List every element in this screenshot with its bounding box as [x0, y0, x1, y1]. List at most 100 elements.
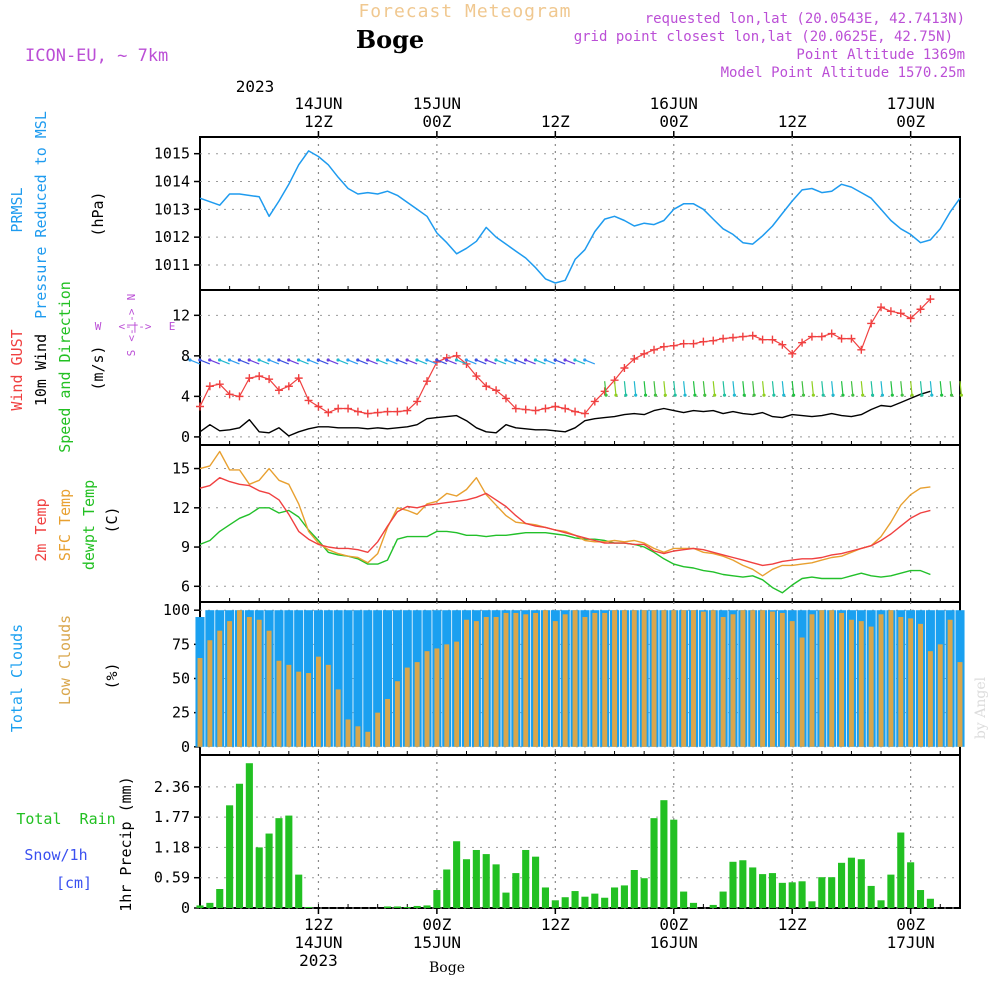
wind-direction-arrow: [258, 359, 270, 365]
wind-direction-arrow: [633, 381, 637, 396]
total-cloud-bar: [333, 610, 343, 747]
gust-point: [719, 334, 728, 343]
wind-direction-arrow: [653, 381, 657, 396]
y-tick-label: 1014: [154, 173, 190, 191]
precip-bar: [581, 896, 589, 908]
low-cloud-bar: [473, 621, 479, 747]
wind-direction-arrow: [643, 381, 647, 396]
wind-direction-arrow: [278, 359, 290, 365]
gust-point: [728, 333, 737, 342]
precip-bar: [828, 877, 836, 908]
pressure-line: [199, 150, 961, 284]
precip-bar: [522, 849, 530, 908]
gust-point: [837, 334, 846, 343]
gust-point: [798, 338, 807, 347]
gust-point: [689, 339, 698, 348]
cloud-labels: Total Clouds Low Clouds (%): [8, 615, 121, 732]
wind-arrow-head: [573, 358, 577, 362]
wind-direction-arrow: [248, 359, 260, 365]
gust-point: [906, 314, 915, 323]
wind-arrow-head: [504, 358, 508, 362]
low-cloud-bar: [592, 612, 598, 747]
gust-point: [403, 406, 412, 415]
gust-point: [265, 375, 274, 384]
gust-point: [590, 397, 599, 406]
low-cloud-bar: [858, 621, 864, 747]
gust-point: [205, 382, 214, 391]
wind-direction-arrow: [495, 359, 507, 365]
wind-direction-arrow: [377, 359, 388, 365]
gust-point: [304, 396, 313, 405]
gust-point: [659, 342, 668, 351]
low-cloud-bar: [760, 610, 766, 747]
wind-arrow-head: [227, 358, 232, 362]
y-tick-label: 15: [172, 460, 190, 478]
precip-bar: [206, 902, 214, 908]
low-cloud-bar: [779, 612, 785, 747]
precip-bar: [413, 905, 421, 908]
pressure-panel: 1011 1012 1013 1014 1015: [154, 136, 961, 291]
gust-point: [827, 329, 836, 338]
top-date-label: 16JUN: [650, 94, 698, 113]
wind-arrow-head: [583, 358, 587, 362]
y-tick-label: 0.59: [154, 869, 190, 887]
y-tick-label: 12: [172, 306, 190, 324]
wind-arrow-head: [277, 358, 281, 362]
total-cloud-bar: [392, 610, 402, 747]
precip-bar: [630, 870, 638, 908]
low-cloud-bar: [325, 664, 331, 747]
low-cloud-bar: [770, 611, 775, 747]
wind-arrow-head: [792, 393, 796, 397]
gust-point: [383, 407, 392, 416]
top-hour-label: 00Z: [422, 112, 451, 131]
y-tick-label: 1015: [154, 145, 190, 163]
wind-arrow-head: [653, 393, 658, 397]
wind-direction-arrow: [446, 359, 457, 365]
gust-point: [561, 404, 570, 413]
wind-direction-arrow: [860, 381, 864, 396]
low-cloud-bar: [651, 610, 657, 747]
wind-direction-arrow: [337, 359, 349, 365]
precip-labels: Total Rain Snow/1h [cm] 1hr Precip (mm): [16, 776, 135, 911]
temp-labels: 2m Temp SFC Temp dewpt Temp (C): [32, 480, 121, 570]
wind-direction-arrow: [702, 381, 706, 396]
y-tick-label: 100: [163, 601, 190, 619]
wind-arrow-head: [484, 358, 488, 362]
low-cloud-bar: [434, 648, 440, 747]
wind-direction-arrow: [426, 359, 438, 365]
low-cloud-bar: [394, 681, 400, 747]
low-cloud-bar: [641, 610, 647, 747]
precip-bar: [867, 885, 875, 908]
low-cloud-bar: [246, 617, 252, 747]
bottom-date-label: 17JUN: [887, 933, 935, 952]
precip-panel: 0 0.59 1.18 1.77 2.36: [154, 754, 961, 917]
precip-bar: [383, 906, 392, 908]
wind-arrow-head: [385, 358, 390, 362]
wind-direction-arrow: [791, 381, 795, 396]
wind-direction-arrow: [327, 359, 339, 365]
wind-direction-arrow: [564, 359, 576, 365]
wind-arrow-head: [326, 358, 330, 362]
gust-point: [255, 372, 264, 381]
low-cloud-bar: [562, 614, 568, 747]
y-tick-label: 4: [181, 387, 190, 405]
precip-bar: [453, 841, 461, 908]
wind-arrow-head: [831, 393, 835, 397]
model-altitude: Model Point Altitude 1570.25m: [721, 65, 965, 81]
dewpt-line: [199, 507, 931, 594]
low-cloud-bar: [464, 619, 469, 747]
temp-label-dewpt: dewpt Temp: [80, 480, 98, 570]
wind-label-gust: Wind GUST: [8, 329, 26, 410]
y-tick-label: 75: [172, 635, 190, 653]
low-cloud-bar: [227, 621, 233, 747]
wind-arrow-head: [940, 393, 944, 397]
top-hour-label: 12Z: [541, 112, 570, 131]
precip-bar: [768, 873, 777, 908]
wind-arrow-head: [624, 393, 628, 397]
low-cloud-bar: [661, 610, 667, 747]
gust-point: [778, 340, 787, 349]
precip-bar: [907, 862, 915, 908]
y-tick-label: 6: [181, 577, 190, 595]
gust-point: [926, 295, 935, 304]
wind-arrow-head: [910, 393, 914, 397]
